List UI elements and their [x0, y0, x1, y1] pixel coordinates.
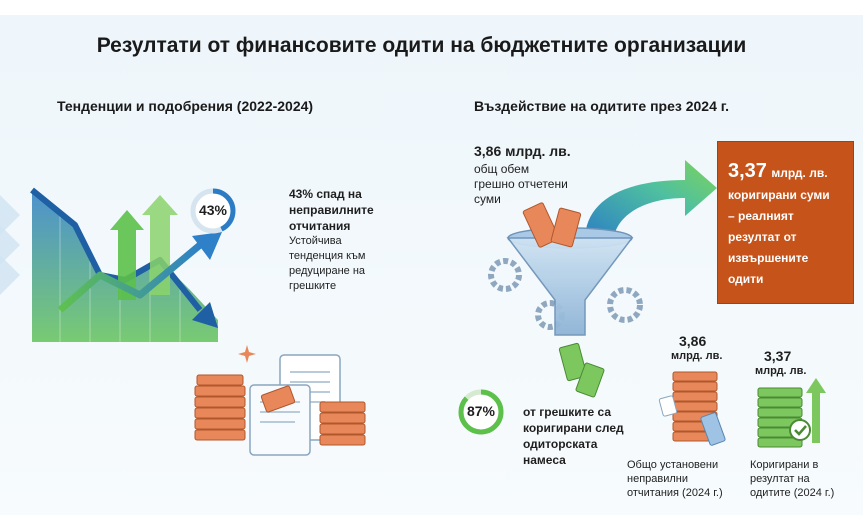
headline-line-2: неправилните: [289, 203, 374, 217]
desc-line-2: тенденция към: [289, 250, 366, 262]
desc-line-4: грешките: [289, 280, 337, 292]
page-title: Резултати от финансовите одити на бюджет…: [96, 34, 747, 57]
box-unit: млрд. лв.: [771, 166, 828, 180]
headline-line-1: 43% спад на: [289, 187, 362, 201]
stack1-caption-line-3: отчитания (2024 г.): [627, 487, 723, 499]
stack1-unit: млрд. лв.: [671, 350, 723, 362]
stack2-caption-line-3: одитите (2024 г.): [750, 487, 835, 499]
progress-ring-87: [458, 389, 504, 435]
ring-43-label: 43%: [198, 202, 228, 218]
ring-desc-line-1: от грешките са: [523, 405, 612, 419]
stack1-value: 3,86: [679, 333, 707, 349]
right-subtitle: Въздействие на одитите през 2024 г.: [474, 98, 730, 114]
ring-desc-line-3: одиторската: [523, 437, 598, 451]
orange-money-stack-icon: [658, 371, 726, 446]
corrected-amount-box: 3,37 млрд. лв. коригирани суми – реалния…: [717, 141, 854, 304]
stack2-unit: млрд. лв.: [755, 365, 807, 377]
green-money-stack-icon: [757, 378, 826, 448]
stack2-caption-line-2: резултат на: [750, 473, 810, 485]
stack2-value: 3,37: [764, 348, 792, 364]
total-desc-line-2: грешно отчетени: [474, 177, 568, 191]
funnel-illustration: [488, 160, 717, 398]
total-desc-line-3: суми: [474, 192, 501, 206]
ring-87-label: 87%: [466, 403, 496, 419]
box-line-4: извършените: [728, 251, 809, 265]
box-line-1: коригирани суми: [728, 188, 830, 202]
money-documents-illustration: [194, 345, 366, 456]
headline-line-3: отчитания: [289, 219, 351, 233]
total-amount: 3,86 млрд. лв.: [474, 143, 571, 159]
total-desc-line-1: общ обем: [474, 162, 530, 176]
left-subtitle: Тенденции и подобрения (2022-2024): [57, 98, 314, 114]
stack1-caption-line-1: Общо установени: [627, 459, 719, 471]
desc-line-3: редуциране на: [289, 265, 366, 277]
box-line-5: одити: [728, 272, 764, 286]
trend-chart-illustration: [0, 187, 222, 342]
box-amount: 3,37: [728, 160, 767, 182]
ring-desc-line-2: коригирани след: [523, 421, 624, 435]
progress-ring-43: [190, 188, 236, 234]
stack1-caption-line-2: неправилни: [627, 473, 689, 485]
stack2-caption-line-1: Коригирани в: [750, 459, 819, 471]
desc-line-1: Устойчива: [289, 235, 342, 247]
ring-desc-line-4: намеса: [523, 453, 566, 467]
box-line-3: резултат от: [728, 230, 797, 244]
box-line-2: – реалният: [728, 209, 794, 223]
